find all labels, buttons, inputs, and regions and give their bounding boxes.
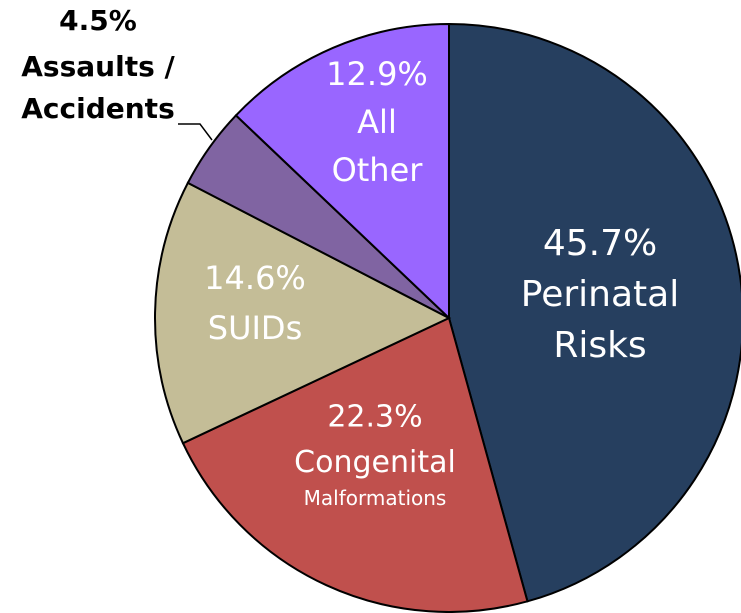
pie-slice [154, 181, 452, 445]
category-label: Perinatal Risks [521, 274, 679, 366]
category-label: All Other [332, 103, 424, 189]
data-label: 12.9% [326, 55, 428, 93]
category-label: Congenital Malformations [294, 445, 456, 510]
data-label: 4.5% [59, 4, 137, 37]
leader-line [178, 123, 213, 141]
data-label: 14.6% [204, 259, 306, 297]
category-label: SUIDs [208, 309, 302, 347]
data-label: 22.3% [327, 400, 422, 435]
pie-slice [448, 22, 741, 603]
pie-slice [181, 316, 529, 613]
pie-slice [234, 22, 450, 321]
category-label: Assaults / Accidents [21, 50, 175, 125]
data-label: 45.7% [543, 223, 657, 264]
